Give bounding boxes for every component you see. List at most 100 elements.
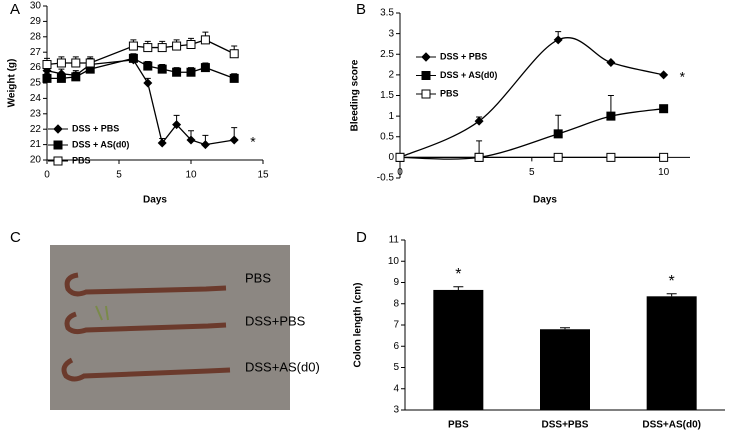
marker bbox=[56, 73, 66, 83]
marker bbox=[229, 73, 239, 83]
legend-marker bbox=[53, 140, 63, 150]
marker bbox=[71, 58, 81, 68]
annotation: * bbox=[250, 134, 256, 150]
marker bbox=[128, 53, 138, 63]
x-tick-label: DSS+AS(d0) bbox=[642, 420, 701, 431]
legend-label: PBS bbox=[72, 155, 91, 165]
y-tick-label: 2 bbox=[388, 70, 394, 81]
legend-label: DSS + AS(d0) bbox=[440, 70, 497, 80]
x-axis-label: Days bbox=[143, 195, 167, 206]
marker bbox=[200, 140, 210, 150]
y-tick-label: 28 bbox=[30, 31, 42, 42]
x-tick-label: PBS bbox=[448, 420, 469, 431]
y-axis-label: Weight (g) bbox=[7, 59, 18, 108]
y-tick-label: 5 bbox=[393, 362, 399, 373]
y-tick-label: 27 bbox=[30, 47, 42, 58]
y-tick-label: 4 bbox=[393, 383, 399, 394]
photo bbox=[50, 245, 290, 410]
error-bar bbox=[453, 286, 464, 290]
y-tick-label: 10 bbox=[388, 256, 400, 267]
annotation: * bbox=[680, 69, 686, 85]
legend-label: DSS + AS(d0) bbox=[72, 139, 129, 149]
y-tick-label: 1 bbox=[388, 111, 394, 122]
bar bbox=[646, 296, 697, 410]
marker bbox=[186, 67, 196, 77]
y-tick-label: 6 bbox=[393, 341, 399, 352]
y-axis-label: Colon length (cm) bbox=[353, 283, 364, 368]
y-tick-label: 3.5 bbox=[380, 8, 394, 19]
marker bbox=[143, 61, 153, 71]
marker bbox=[659, 104, 669, 114]
x-tick-label: DSS+PBS bbox=[542, 420, 589, 431]
marker bbox=[56, 58, 66, 68]
y-axis-label: Bleeding score bbox=[350, 59, 361, 131]
panel-label: C bbox=[10, 229, 21, 246]
marker bbox=[395, 152, 405, 162]
marker bbox=[200, 63, 210, 73]
legend-marker bbox=[421, 71, 431, 80]
legend-marker bbox=[421, 89, 431, 99]
marker bbox=[229, 135, 239, 145]
series-line bbox=[399, 37, 664, 158]
y-tick-label: 11 bbox=[389, 235, 400, 246]
error-bar bbox=[666, 293, 677, 297]
photo-label: PBS bbox=[245, 270, 271, 285]
marker bbox=[128, 41, 138, 51]
x-tick-label: 5 bbox=[116, 170, 122, 181]
y-tick-label: 3 bbox=[393, 405, 399, 416]
y-tick-label: 29 bbox=[30, 16, 42, 27]
series-line bbox=[399, 108, 664, 160]
panel-label: D bbox=[356, 229, 367, 246]
x-tick-label: 15 bbox=[257, 170, 269, 181]
legend-label: DSS + PBS bbox=[440, 51, 487, 61]
marker bbox=[200, 35, 210, 45]
y-tick-label: 21 bbox=[30, 139, 42, 150]
bar bbox=[433, 289, 484, 410]
y-tick-label: 20 bbox=[30, 155, 42, 166]
marker bbox=[143, 78, 153, 88]
y-tick-label: 9 bbox=[393, 277, 399, 288]
marker bbox=[143, 43, 153, 53]
marker bbox=[157, 138, 167, 148]
marker bbox=[172, 120, 182, 130]
marker bbox=[553, 152, 563, 162]
y-tick-label: 23 bbox=[30, 108, 42, 119]
y-tick-label: 0 bbox=[388, 152, 394, 163]
photo-label: DSS+AS(d0) bbox=[245, 359, 320, 374]
x-tick-label: 10 bbox=[658, 167, 670, 178]
x-tick-label: 10 bbox=[185, 170, 197, 181]
x-axis-label: Days bbox=[533, 195, 557, 206]
legend-marker bbox=[53, 124, 63, 134]
photo-label: DSS+PBS bbox=[245, 313, 306, 328]
marker bbox=[606, 58, 616, 67]
legend-marker bbox=[421, 52, 431, 62]
marker bbox=[85, 58, 95, 68]
y-tick-label: 3 bbox=[388, 28, 394, 39]
marker bbox=[186, 135, 196, 145]
y-tick-label: 25 bbox=[30, 78, 42, 89]
marker bbox=[172, 67, 182, 77]
panel-label: A bbox=[10, 1, 20, 18]
y-tick-label: 26 bbox=[30, 62, 42, 73]
marker bbox=[553, 129, 563, 139]
marker bbox=[606, 152, 616, 162]
y-tick-label: 22 bbox=[30, 124, 42, 135]
x-tick-label: 0 bbox=[44, 170, 50, 181]
panel-label: B bbox=[356, 1, 366, 18]
marker bbox=[474, 116, 484, 126]
y-tick-label: 1.5 bbox=[380, 90, 394, 101]
significance: * bbox=[669, 273, 675, 290]
marker bbox=[229, 49, 239, 59]
y-tick-label: 0.5 bbox=[380, 131, 394, 142]
legend-label: PBS bbox=[440, 88, 459, 98]
legend-marker bbox=[53, 156, 63, 166]
marker bbox=[186, 40, 196, 49]
marker bbox=[42, 60, 52, 70]
y-tick-label: 7 bbox=[393, 320, 399, 331]
y-tick-label: 24 bbox=[30, 93, 42, 104]
marker bbox=[157, 64, 167, 74]
marker bbox=[659, 70, 669, 80]
marker bbox=[606, 111, 616, 121]
x-tick-label: 5 bbox=[529, 167, 535, 178]
